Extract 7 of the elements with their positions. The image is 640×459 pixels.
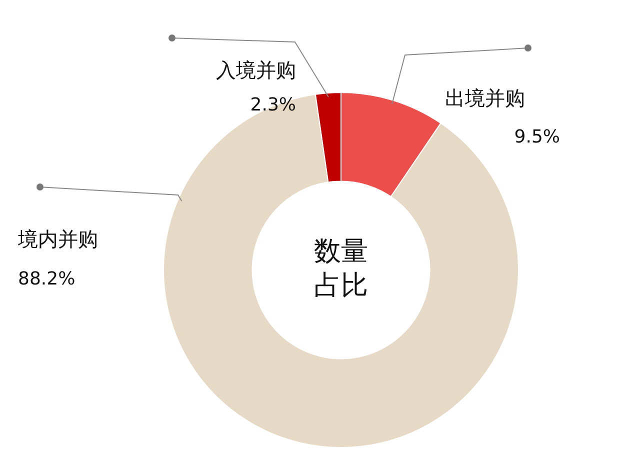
data-label: 9.5% (514, 126, 560, 148)
slice-label: 境内并购 (17, 227, 98, 252)
data-label: 2.3% (250, 94, 296, 116)
slice-label: 出境并购 (445, 86, 525, 110)
data-label: 88.2% (18, 268, 76, 290)
slice-label: 入境并购 (216, 58, 296, 82)
text: 数量占比 (314, 236, 368, 302)
